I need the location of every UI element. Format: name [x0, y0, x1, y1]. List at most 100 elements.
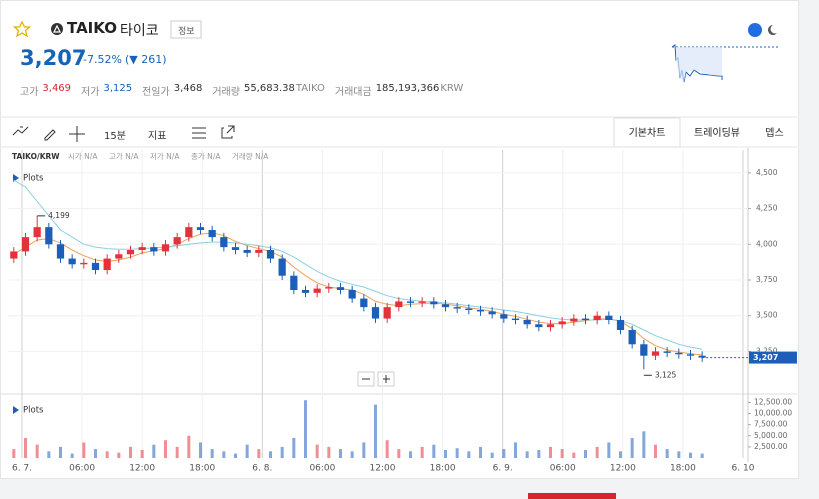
legend-item: 거래량 N/A	[232, 152, 269, 161]
candle-body	[570, 318, 578, 322]
stat-unit: KRW	[440, 83, 464, 94]
candle-body	[383, 307, 391, 319]
volume-bar	[129, 446, 132, 458]
volume-bar	[70, 453, 74, 458]
stat-label: 저가	[81, 87, 100, 98]
coin-name: 타이코	[120, 23, 159, 39]
volume-bar	[175, 446, 179, 458]
volume-bar	[269, 451, 272, 458]
coin-logo-mark	[53, 24, 61, 33]
info-button[interactable]: 정보	[178, 27, 195, 37]
tab[interactable]: 뎁스	[765, 128, 784, 139]
info-button-box[interactable]	[170, 20, 202, 39]
volume-bar	[560, 449, 564, 458]
x-tick-label: 18:00	[189, 464, 215, 474]
candle-body	[430, 301, 438, 305]
tool-indicator-icon[interactable]	[12, 126, 29, 136]
candle-body	[535, 324, 543, 328]
candle-body	[651, 351, 660, 356]
y2-tick-label: 2,500.00	[754, 442, 788, 451]
candle-body	[91, 262, 100, 270]
volume-bar	[187, 435, 191, 458]
stat-value: 3,469	[42, 83, 72, 94]
volume-bar	[630, 438, 634, 458]
stat-label: 전일가	[142, 87, 170, 98]
volume-bar	[397, 449, 401, 458]
theme-light[interactable]	[748, 23, 762, 37]
tool-popout-icon[interactable]	[221, 125, 235, 139]
candle-body	[348, 290, 356, 299]
candle-body	[360, 298, 368, 308]
candle-body	[640, 344, 648, 356]
volume-bar	[327, 446, 331, 458]
x-tick-label: 06:00	[69, 464, 95, 474]
stat-value: 185,193,366	[375, 83, 440, 94]
y-tick-label: 4,000	[756, 239, 778, 248]
bottom-button[interactable]	[528, 493, 616, 499]
volume-bar	[304, 400, 307, 458]
stat-unit: TAIKO	[295, 83, 325, 94]
last-price-label: 3,207	[753, 353, 778, 362]
candle-body	[476, 310, 485, 312]
volume-bar	[607, 442, 611, 458]
volume-bar	[35, 444, 39, 458]
tab-active[interactable]	[613, 117, 681, 148]
volume-bar	[374, 404, 377, 458]
volume-bar	[292, 438, 296, 458]
indicators[interactable]: 지표	[148, 131, 167, 142]
tool-settings-icon[interactable]	[192, 127, 206, 139]
volume-bar	[665, 449, 669, 458]
volume-bar	[502, 449, 506, 458]
tool-crosshair-icon[interactable]	[69, 126, 85, 142]
candle-body	[45, 227, 53, 245]
x-tick-label: 12:00	[129, 464, 155, 474]
candle-body	[196, 227, 205, 230]
volume-bar	[479, 446, 482, 458]
volume-bar	[455, 448, 459, 458]
x-tick-label: 06:00	[550, 464, 576, 474]
volume-bar	[490, 452, 494, 458]
stats: 고가 3,469 저가 3,125 전일가 3,468 거래량 55,683.38 TAIKO 거…	[20, 83, 463, 98]
candle-body	[605, 315, 613, 320]
change: -7.52%	[83, 53, 122, 66]
moving-average	[13, 179, 703, 350]
y2-tick-label: 7,500.00	[754, 420, 788, 429]
tab[interactable]: 기본차트	[628, 128, 666, 139]
candle-body	[418, 301, 426, 303]
y-tick-label: 4,500	[756, 168, 778, 177]
volume-bar	[537, 450, 541, 458]
candle-body	[138, 247, 146, 250]
candle-body	[558, 321, 566, 325]
stat-label: 거래대금	[334, 87, 372, 98]
volume-bar	[362, 442, 366, 458]
candle-body	[161, 244, 170, 252]
volume-bar	[94, 449, 97, 458]
candle-body	[336, 287, 345, 290]
stat-value: 3,125	[103, 83, 133, 94]
tab[interactable]: 트레이딩뷰	[694, 128, 740, 139]
tool-draw-icon[interactable]	[44, 129, 56, 141]
plots-label: Plots	[23, 174, 44, 184]
volume-bar	[654, 444, 657, 458]
volume-bar	[444, 450, 447, 458]
volume-bar	[525, 451, 529, 458]
volume-bar	[152, 444, 156, 458]
volume-bar	[105, 451, 109, 458]
x-tick-label: 06:00	[309, 464, 335, 474]
theme-dark[interactable]	[768, 25, 777, 36]
stat-value: 3,468	[173, 83, 203, 94]
volume-bar	[315, 444, 319, 458]
pair: TAIKO/KRW	[12, 152, 60, 161]
candle-body	[255, 250, 263, 253]
x-tick-label: 12:00	[610, 464, 636, 474]
volume-bar	[24, 438, 27, 458]
legend-item: 저가 N/A	[150, 152, 180, 161]
candle-body	[126, 250, 135, 255]
candle-body	[488, 311, 496, 315]
candle-body	[290, 275, 298, 290]
volume-bar	[164, 440, 167, 458]
volume-bar	[199, 442, 202, 458]
interval[interactable]: 15분	[104, 131, 126, 142]
star-icon[interactable]	[12, 20, 32, 38]
